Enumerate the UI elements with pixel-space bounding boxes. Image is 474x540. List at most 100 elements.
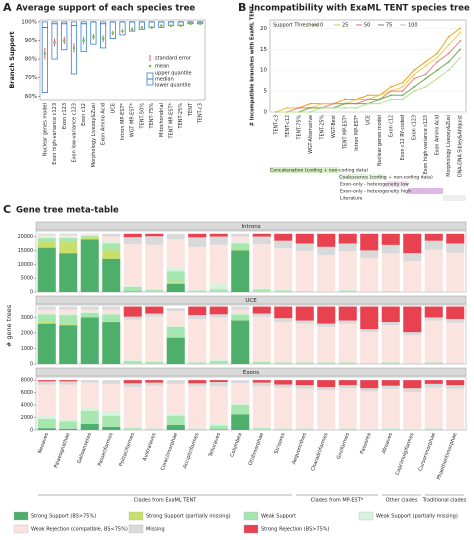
legend-swatch — [148, 64, 152, 68]
bar-segment — [37, 418, 56, 429]
x-tick-label: Exon c123 — [412, 115, 418, 140]
bar-segment — [231, 250, 250, 292]
bar-segment — [295, 380, 314, 386]
x-tick-label: TENT — [188, 102, 194, 117]
bar-segment — [80, 309, 99, 312]
x-tick-label: Exon high-variance c123 — [423, 115, 429, 174]
line-point — [297, 111, 300, 113]
line-point — [459, 56, 462, 59]
bar-segment — [188, 247, 207, 291]
quantile-box — [41, 21, 48, 93]
bar-segment — [446, 363, 465, 364]
bar-segment — [274, 384, 293, 388]
bar-segment — [338, 290, 357, 292]
line-point — [309, 106, 312, 109]
bar-segment — [295, 323, 314, 363]
line-point — [355, 102, 358, 105]
x-tick-label: Exon c12 — [81, 103, 87, 126]
x-tick-label: Morphology Livezey&Zusi — [446, 115, 452, 177]
y-tick-label: 4000 — [21, 403, 33, 409]
bar-segment — [252, 289, 271, 292]
x-tick-label: Intron MP-EST* — [354, 114, 360, 150]
bar-segment — [274, 362, 293, 364]
group-band — [442, 195, 466, 201]
group-label: Coalescence (coding + non-coding data) — [339, 175, 433, 181]
bar-segment — [381, 322, 400, 326]
bar-segment — [209, 429, 228, 430]
x-tick-label: Nuclear genes model — [42, 103, 48, 156]
quantile-box — [61, 21, 68, 51]
bar-segment — [381, 253, 400, 291]
bar-segment — [338, 428, 357, 430]
bar-segment — [123, 386, 142, 428]
bar-segment — [145, 236, 164, 245]
line-point — [436, 52, 439, 55]
bar-segment — [37, 242, 56, 248]
bar-segment — [209, 233, 228, 237]
bar-segment — [231, 249, 250, 251]
x-tick-label: Neoaves — [37, 432, 50, 455]
x-tick-label: Exon c12 — [389, 115, 395, 137]
line-point — [401, 90, 404, 92]
bar-segment — [446, 388, 465, 429]
bar-segment — [188, 306, 207, 316]
x-tick-label: Intron MP-EST* — [120, 103, 126, 141]
bar-segment — [403, 428, 422, 430]
bar-segment — [80, 234, 99, 236]
bar-segment — [295, 388, 314, 429]
x-tick-label: Exon high-variance c123 — [52, 103, 58, 165]
bar-segment — [166, 326, 185, 338]
bar-segment — [446, 243, 465, 253]
x-tick-label: Accipitriformes — [182, 432, 201, 470]
x-tick-label: Exon c12 RY-coded — [400, 115, 406, 160]
group-label: Other clades — [386, 498, 418, 504]
bar-segment — [209, 423, 228, 426]
mean-point — [198, 22, 202, 26]
x-tick-label: TENT-c3 — [273, 115, 279, 135]
legend-label: mean — [155, 64, 169, 70]
bar-segment — [59, 384, 78, 419]
bar-segment — [403, 429, 422, 430]
bar-segment — [80, 306, 99, 310]
bar-segment — [403, 253, 422, 261]
y-tick-label: 1000 — [21, 346, 33, 352]
bar-segment — [274, 290, 293, 292]
bar-segment — [59, 233, 78, 236]
bar-segment — [295, 233, 314, 244]
bar-segment — [80, 410, 99, 424]
bar-segment — [424, 306, 443, 318]
bar-segment — [274, 318, 293, 323]
x-tick-label: UCE — [110, 103, 116, 113]
bar-segment — [166, 308, 185, 312]
x-tick-label: Strisores — [273, 432, 286, 455]
group-band — [270, 167, 340, 173]
y-tick-label: 15000 — [18, 248, 33, 254]
bar-segment — [37, 306, 56, 310]
line-point — [413, 90, 416, 92]
bar-segment — [80, 233, 99, 235]
mean-point — [72, 46, 76, 50]
bar-segment — [317, 291, 336, 292]
line-point — [436, 56, 439, 59]
bar-segment — [381, 362, 400, 364]
bar-segment — [80, 380, 99, 383]
legend-swatch — [358, 511, 374, 521]
bar-segment — [424, 291, 443, 292]
panel-letter: A — [3, 1, 12, 14]
legend-label: Strong Support (partially missing) — [146, 514, 231, 520]
x-tick-label: Columbea — [229, 432, 243, 458]
x-tick-label: DNA-DNA Sibley&Ahlquist — [458, 115, 464, 177]
bar-segment — [102, 243, 121, 251]
bar-segment — [274, 248, 293, 290]
line-point — [367, 98, 369, 101]
line-point — [344, 98, 346, 101]
y-tick-label: 80% — [25, 57, 37, 63]
bar-segment — [403, 380, 422, 389]
bar-segment — [446, 429, 465, 430]
bar-segment — [317, 306, 336, 324]
bar-segment — [424, 249, 443, 292]
bar-segment — [446, 306, 465, 319]
facet-strip — [35, 367, 467, 377]
bar-segment — [424, 240, 443, 250]
legend-swatch — [128, 524, 144, 534]
